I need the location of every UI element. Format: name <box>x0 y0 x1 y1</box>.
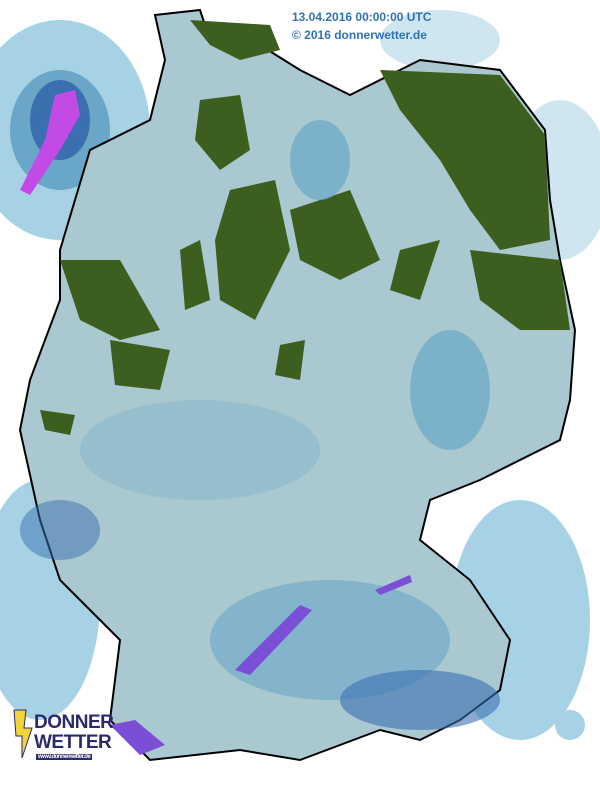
logo-line1: DONNER <box>34 712 114 733</box>
intense-cell-south <box>235 605 312 675</box>
precip-areas <box>20 120 500 755</box>
logo-url: www.donnerwetter.de <box>36 754 93 760</box>
germany-outline <box>18 8 577 762</box>
forest-areas <box>40 20 570 435</box>
logo-line2: WETTER <box>34 732 112 753</box>
timestamp-label: 13.04.2016 00:00:00 UTC <box>292 10 432 24</box>
lightning-icon <box>13 709 33 759</box>
copyright-label: © 2016 donnerwetter.de <box>292 28 427 42</box>
intense-cell-northsea <box>20 90 80 195</box>
intense-cell-southwest <box>110 720 165 755</box>
donnerwetter-logo: DONNER WETTER www.donnerwetter.de <box>8 708 114 764</box>
